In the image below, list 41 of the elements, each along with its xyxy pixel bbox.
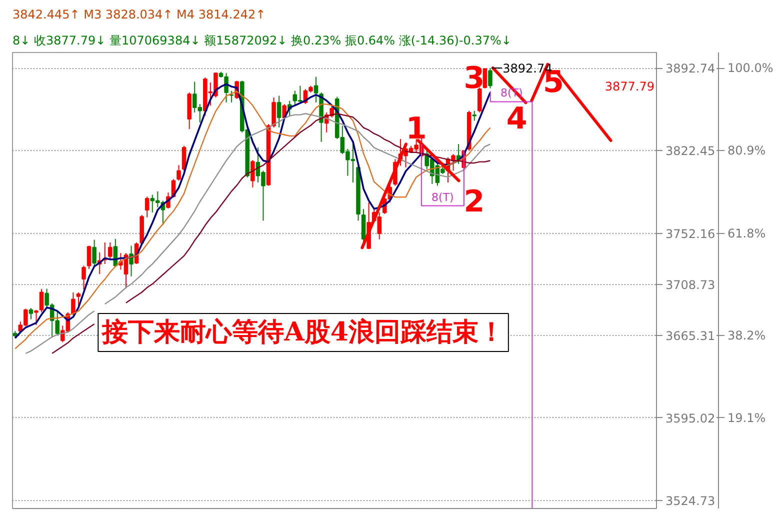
- y-tick-label: 3595.02: [666, 411, 716, 426]
- candlestick: [478, 87, 482, 113]
- candlestick: [76, 292, 81, 306]
- candlestick: [482, 68, 488, 89]
- candlestick: [34, 309, 38, 326]
- candlestick: [314, 76, 318, 103]
- candlestick: [86, 245, 92, 270]
- y2-tick-label: 100.0%: [728, 61, 774, 76]
- y-tick-label: 3822.45: [666, 144, 716, 158]
- candlestick: [488, 68, 492, 89]
- annotation: 接下来耐心等待A股4浪回踩结束！: [101, 317, 504, 348]
- annotation: 3877.79: [604, 79, 654, 94]
- chart-subtitle: 3842.445↑ M3 3828.034↑ M4 3814.242↑: [12, 8, 266, 22]
- y-tick-label: 3752.16: [666, 226, 716, 241]
- chart-title: 8↓ 收3877.79↓ 量107069384↓ 额15872092↓ 换0.23% 振0.64% 涨(-14.36)-0.37%↓: [12, 34, 512, 48]
- annotation: 3: [464, 61, 485, 96]
- candlestick: [472, 110, 477, 122]
- candlestick: [272, 97, 276, 128]
- candlestick: [276, 95, 282, 128]
- candlestick: [92, 239, 96, 266]
- y-tick-label: 3892.74: [666, 62, 716, 76]
- y2-tick-label: 19.1%: [728, 410, 766, 425]
- y-tick-label: 3524.73: [666, 494, 716, 508]
- y2-tick-label: 61.8%: [728, 226, 766, 240]
- annotation: 1: [406, 112, 427, 147]
- candlestick: [108, 242, 112, 259]
- candlestick: [82, 265, 86, 290]
- candlestick: [39, 288, 44, 313]
- annotation: 2: [464, 184, 485, 220]
- candlestick: [229, 90, 234, 103]
- candlestick: [71, 292, 76, 316]
- candlestick: [28, 308, 34, 320]
- y2-tick-label: 38.2%: [728, 328, 766, 342]
- y2-tick-label: 80.9%: [728, 144, 766, 158]
- candlestick: [250, 160, 255, 188]
- candlestick: [144, 196, 150, 218]
- candlestick: [176, 164, 181, 182]
- y-tick-label: 3708.73: [666, 278, 716, 292]
- annotation: 8(T): [432, 190, 454, 204]
- y-tick-label: 3665.31: [666, 328, 716, 343]
- annotation: 4: [506, 101, 528, 136]
